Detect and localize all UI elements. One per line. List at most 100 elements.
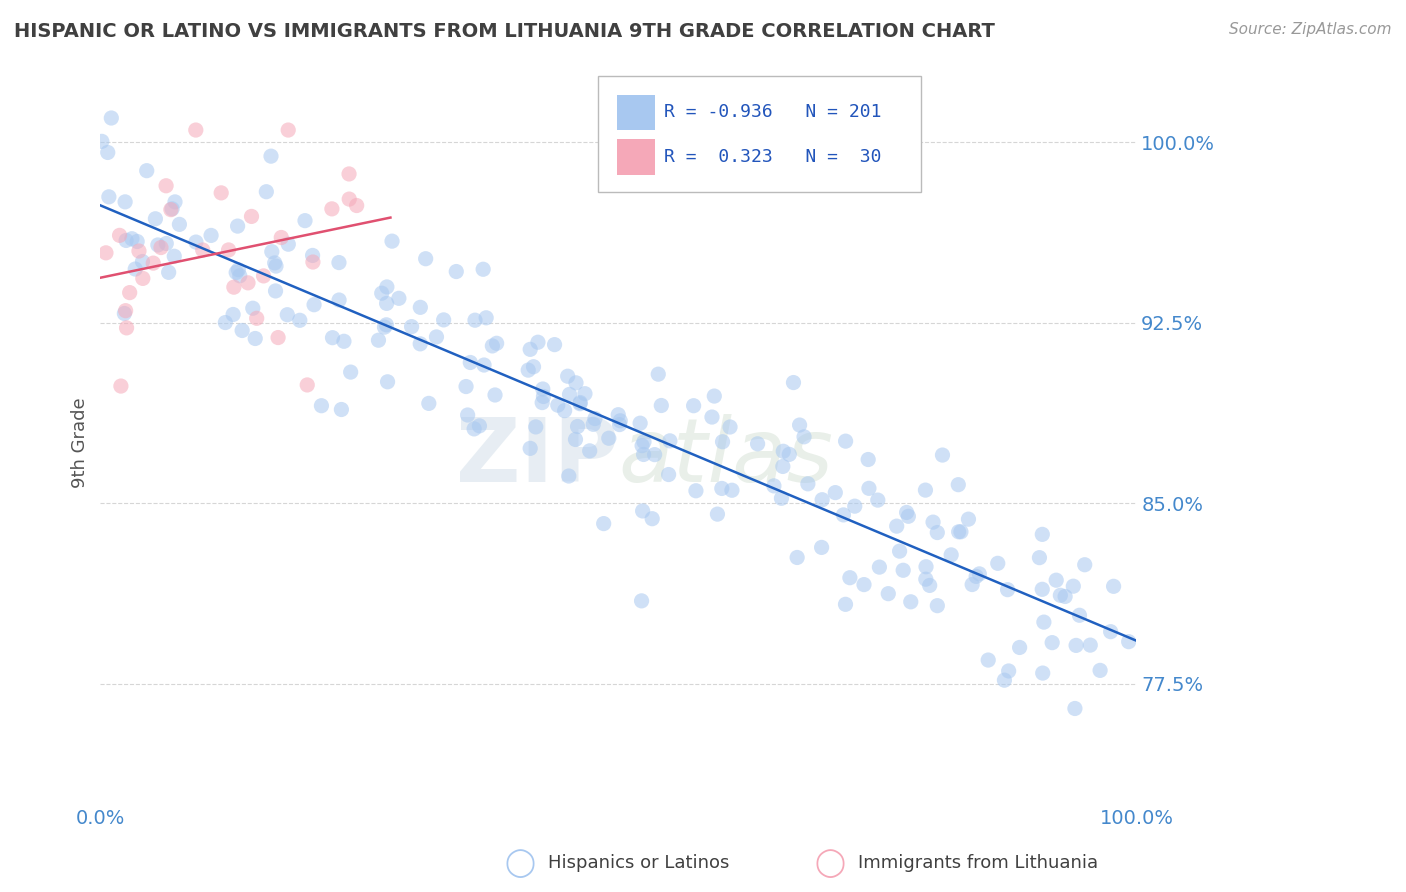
Point	[527, 335, 550, 350]
Point	[1049, 588, 1071, 602]
Point	[229, 268, 252, 283]
Point	[918, 578, 941, 592]
Point	[824, 485, 846, 500]
Point	[214, 316, 236, 330]
Point	[267, 330, 290, 344]
Point	[941, 548, 963, 562]
Point	[124, 262, 146, 277]
Point	[1064, 639, 1087, 653]
Point	[377, 375, 399, 389]
Point	[458, 355, 481, 369]
Point	[915, 559, 938, 574]
Point	[1028, 550, 1050, 565]
Point	[628, 416, 651, 430]
Point	[858, 481, 880, 495]
Text: Source: ZipAtlas.com: Source: ZipAtlas.com	[1229, 22, 1392, 37]
Point	[100, 111, 122, 125]
Point	[772, 444, 794, 458]
Point	[321, 202, 343, 216]
Point	[914, 572, 936, 586]
Text: ◯: ◯	[814, 849, 845, 878]
Point	[163, 249, 186, 263]
Point	[834, 434, 856, 449]
Point	[346, 198, 368, 212]
Point	[853, 577, 876, 591]
Point	[557, 369, 579, 384]
Point	[184, 235, 207, 249]
Point	[927, 525, 949, 540]
Point	[231, 324, 253, 338]
Point	[97, 190, 120, 204]
Point	[598, 431, 620, 445]
Point	[987, 557, 1010, 571]
Point	[333, 334, 356, 349]
Point	[337, 192, 360, 206]
Point	[242, 301, 264, 316]
Text: HISPANIC OR LATINO VS IMMIGRANTS FROM LITHUANIA 9TH GRADE CORRELATION CHART: HISPANIC OR LATINO VS IMMIGRANTS FROM LI…	[14, 22, 995, 41]
Point	[472, 262, 495, 277]
Point	[160, 202, 183, 217]
Text: ZIP: ZIP	[456, 414, 619, 501]
Point	[834, 598, 856, 612]
Point	[142, 256, 165, 270]
Point	[633, 434, 655, 449]
Point	[607, 408, 630, 422]
Point	[252, 268, 274, 283]
Point	[658, 434, 681, 448]
Point	[711, 434, 734, 449]
Point	[132, 271, 155, 285]
Point	[115, 321, 138, 335]
Point	[543, 337, 565, 351]
Point	[128, 244, 150, 258]
Point	[484, 388, 506, 402]
Point	[463, 422, 485, 436]
Point	[641, 511, 664, 525]
Y-axis label: 9th Grade: 9th Grade	[72, 398, 89, 488]
Point	[277, 123, 299, 137]
Point	[1064, 701, 1087, 715]
Point	[810, 541, 832, 555]
Point	[1069, 608, 1091, 623]
Point	[401, 319, 423, 334]
Point	[658, 467, 681, 482]
Point	[569, 397, 592, 411]
Point	[685, 483, 707, 498]
Point	[582, 417, 605, 432]
Text: atlas: atlas	[619, 415, 834, 500]
Point	[472, 358, 495, 372]
Point	[574, 386, 596, 401]
Point	[260, 244, 283, 259]
Point	[567, 419, 589, 434]
Point	[388, 291, 411, 305]
Point	[519, 442, 541, 456]
Point	[464, 313, 486, 327]
Point	[114, 194, 136, 209]
Point	[522, 359, 544, 374]
Point	[700, 410, 723, 425]
Point	[118, 285, 141, 300]
Point	[245, 331, 267, 345]
Point	[533, 389, 555, 403]
Text: R =  0.323   N =  30: R = 0.323 N = 30	[664, 148, 882, 166]
Point	[1031, 582, 1053, 597]
Point	[328, 293, 350, 307]
Point	[583, 411, 606, 425]
Point	[897, 509, 920, 524]
Point	[485, 336, 508, 351]
Point	[948, 477, 970, 491]
Point	[371, 286, 394, 301]
Point	[778, 447, 800, 461]
Point	[931, 448, 953, 462]
Point	[288, 313, 311, 327]
Point	[547, 398, 569, 412]
Point	[762, 479, 785, 493]
Point	[97, 145, 120, 160]
Point	[457, 408, 479, 422]
Point	[94, 245, 117, 260]
Point	[891, 563, 914, 577]
Point	[558, 469, 581, 483]
Point	[263, 256, 285, 270]
Point	[782, 376, 804, 390]
Point	[886, 519, 908, 533]
Point	[838, 571, 860, 585]
